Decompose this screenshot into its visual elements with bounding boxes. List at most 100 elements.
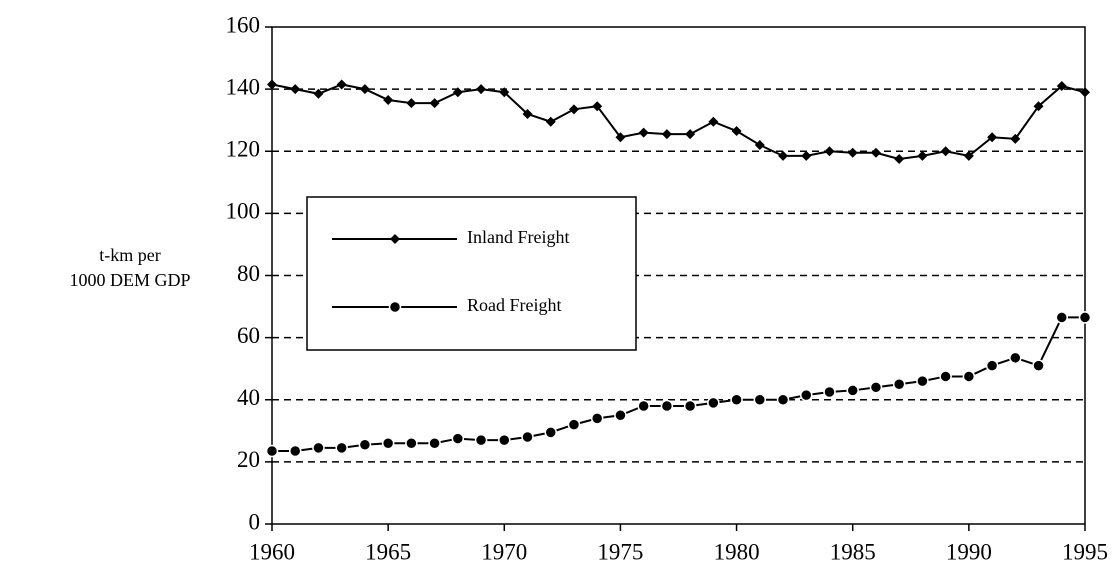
data-point bbox=[1033, 101, 1044, 112]
data-point bbox=[894, 154, 905, 165]
data-point bbox=[359, 84, 370, 95]
data-point bbox=[685, 129, 696, 140]
data-point bbox=[592, 101, 603, 112]
data-point bbox=[429, 98, 440, 109]
data-point bbox=[1078, 311, 1092, 324]
data-point bbox=[567, 418, 581, 431]
legend-label: Inland Freight bbox=[467, 227, 569, 247]
data-point bbox=[683, 399, 697, 413]
legend-marker bbox=[390, 234, 400, 244]
data-point bbox=[707, 396, 720, 410]
legend-box bbox=[306, 196, 637, 351]
data-point bbox=[1055, 311, 1069, 324]
data-point bbox=[405, 436, 418, 450]
y-tick-label: 140 bbox=[226, 74, 261, 99]
data-point bbox=[731, 126, 742, 137]
data-point bbox=[615, 132, 626, 143]
data-point bbox=[358, 438, 372, 452]
data-point bbox=[474, 433, 488, 447]
x-tick-label: 1975 bbox=[597, 539, 643, 564]
legend-label: Road Freight bbox=[467, 295, 562, 315]
data-point bbox=[499, 87, 510, 98]
data-point bbox=[312, 441, 325, 455]
data-point bbox=[847, 147, 858, 158]
data-point bbox=[753, 393, 767, 406]
data-point bbox=[823, 385, 836, 399]
x-tick-label: 1960 bbox=[249, 539, 295, 564]
data-point bbox=[521, 430, 534, 444]
data-point bbox=[660, 399, 674, 413]
y-tick-label: 80 bbox=[237, 261, 260, 286]
data-point bbox=[754, 140, 765, 151]
x-tick-label: 1980 bbox=[714, 539, 760, 564]
x-tick-label: 1990 bbox=[946, 539, 992, 564]
data-point bbox=[1080, 87, 1090, 98]
data-point bbox=[801, 150, 812, 161]
data-point bbox=[1010, 133, 1021, 144]
y-tick-label: 0 bbox=[249, 509, 261, 534]
data-point bbox=[265, 444, 279, 458]
data-point bbox=[776, 393, 790, 406]
y-tick-label: 40 bbox=[237, 385, 260, 410]
data-point bbox=[313, 88, 324, 99]
data-point bbox=[428, 436, 441, 450]
data-point bbox=[987, 132, 998, 143]
data-point bbox=[451, 432, 465, 445]
y-tick-label: 60 bbox=[237, 323, 260, 348]
data-point bbox=[962, 370, 976, 383]
data-point bbox=[846, 384, 859, 397]
data-point bbox=[522, 108, 533, 119]
data-point bbox=[708, 116, 719, 127]
data-point bbox=[381, 436, 395, 450]
data-point bbox=[661, 129, 672, 140]
data-point bbox=[614, 409, 627, 422]
data-point bbox=[336, 79, 347, 90]
data-point bbox=[544, 426, 557, 439]
data-point bbox=[963, 150, 974, 161]
data-point bbox=[800, 388, 813, 402]
data-point bbox=[498, 433, 511, 447]
legend-marker bbox=[388, 300, 402, 314]
y-tick-label: 20 bbox=[237, 447, 260, 472]
data-point bbox=[590, 412, 604, 425]
data-point bbox=[940, 146, 951, 157]
x-tick-label: 1985 bbox=[830, 539, 876, 564]
data-point bbox=[870, 147, 881, 158]
data-point bbox=[637, 399, 650, 413]
x-tick-label: 1995 bbox=[1062, 539, 1108, 564]
data-point bbox=[406, 98, 417, 109]
data-point bbox=[267, 79, 277, 90]
data-point bbox=[288, 444, 302, 458]
legend: Inland Freight Road Freight bbox=[306, 196, 637, 351]
y-tick-label: 120 bbox=[226, 137, 261, 162]
data-point bbox=[916, 374, 929, 388]
data-point bbox=[1009, 351, 1022, 365]
data-point bbox=[568, 104, 579, 115]
y-axis-label: 1000 DEM GDP bbox=[69, 270, 190, 290]
data-point bbox=[985, 359, 999, 372]
data-point bbox=[476, 84, 487, 95]
data-point bbox=[1056, 81, 1067, 92]
data-point bbox=[730, 393, 743, 406]
series-line bbox=[271, 83, 1086, 161]
data-point bbox=[892, 377, 906, 391]
y-tick-label: 100 bbox=[226, 199, 261, 224]
data-point bbox=[335, 441, 348, 455]
data-point bbox=[452, 87, 463, 98]
x-tick-label: 1965 bbox=[365, 539, 411, 564]
x-tick-label: 1970 bbox=[481, 539, 527, 564]
data-point bbox=[824, 146, 835, 157]
data-point bbox=[917, 150, 928, 161]
data-point bbox=[1032, 359, 1045, 372]
y-tick-label: 160 bbox=[226, 12, 261, 37]
data-point bbox=[383, 94, 394, 105]
data-point bbox=[939, 370, 952, 383]
data-point bbox=[290, 84, 301, 95]
y-axis-label: t-km per bbox=[99, 245, 160, 265]
data-point bbox=[869, 381, 883, 394]
plot-frame bbox=[271, 26, 1086, 525]
data-point bbox=[638, 127, 649, 138]
data-point bbox=[778, 150, 789, 161]
